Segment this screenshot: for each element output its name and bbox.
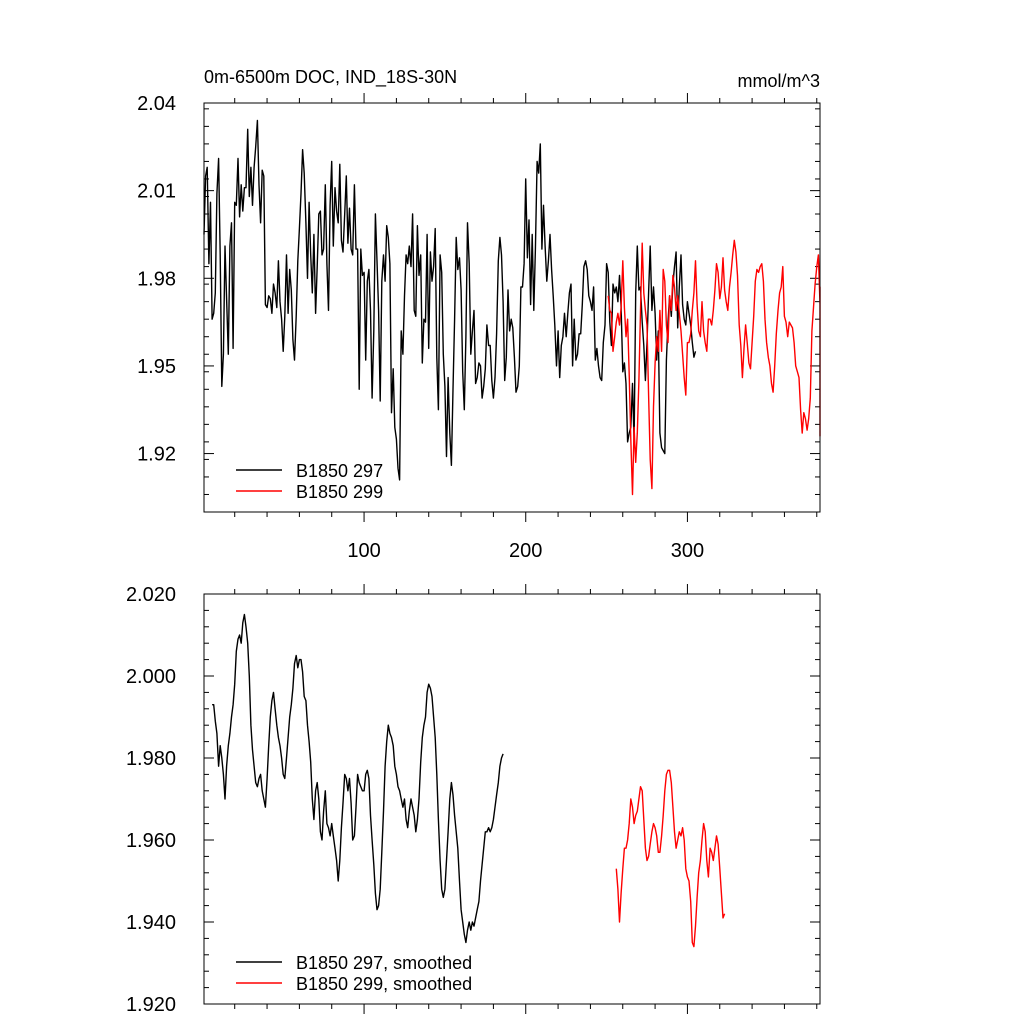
bottom-panel-legend: B1850 297, smoothed B1850 299, smoothed [236,953,472,994]
top-plot-frame [203,102,821,513]
bottom-panel-series [212,613,726,948]
x-tick-label: 200 [509,540,542,562]
top-panel-series [203,119,821,496]
y-tick-label: 1.92 [137,444,176,466]
top-panel: 0m-6500m DOC, IND_18S-30N mmol/m^3 1.921… [137,67,821,562]
chart-title: 0m-6500m DOC, IND_18S-30N [204,67,457,88]
units-label: mmol/m^3 [738,71,820,91]
x-tick-label: 100 [347,540,380,562]
legend-label-b1850-299-smoothed: B1850 299, smoothed [296,974,472,994]
y-tick-label: 1.98 [137,268,176,290]
bottom-plot-frame [203,593,821,1005]
legend-label-b1850-297-smoothed: B1850 297, smoothed [296,953,472,973]
top-panel-legend: B1850 297 B1850 299 [236,461,383,502]
x-tick-label: 300 [671,540,704,562]
bottom-panel-ticks: 1.920 1.940 1.960 1.980 2.000 2.020 [126,584,820,1016]
series-line-b1850-297 [203,119,697,481]
y-tick-label: 1.920 [126,994,176,1016]
y-tick-label: 2.000 [126,666,176,688]
y-tick-label: 1.980 [126,748,176,770]
series-line-b1850-299-smoothed [615,769,726,948]
legend-label-b1850-299: B1850 299 [296,482,383,502]
y-tick-label: 1.95 [137,356,176,378]
y-tick-label: 1.940 [126,912,176,934]
top-panel-ticks: 1.92 1.95 1.98 2.01 2.04 100 200 300 [137,93,820,562]
series-line-b1850-297-smoothed [212,613,504,944]
bottom-panel: 1.920 1.940 1.960 1.980 2.000 2.020 B1850 297… [126,584,821,1016]
y-tick-label: 2.01 [137,181,176,203]
series-line-b1850-299 [607,239,821,496]
y-tick-label: 2.020 [126,584,176,606]
legend-label-b1850-297: B1850 297 [296,461,383,481]
y-tick-label: 2.04 [137,93,176,115]
y-tick-label: 1.960 [126,830,176,852]
